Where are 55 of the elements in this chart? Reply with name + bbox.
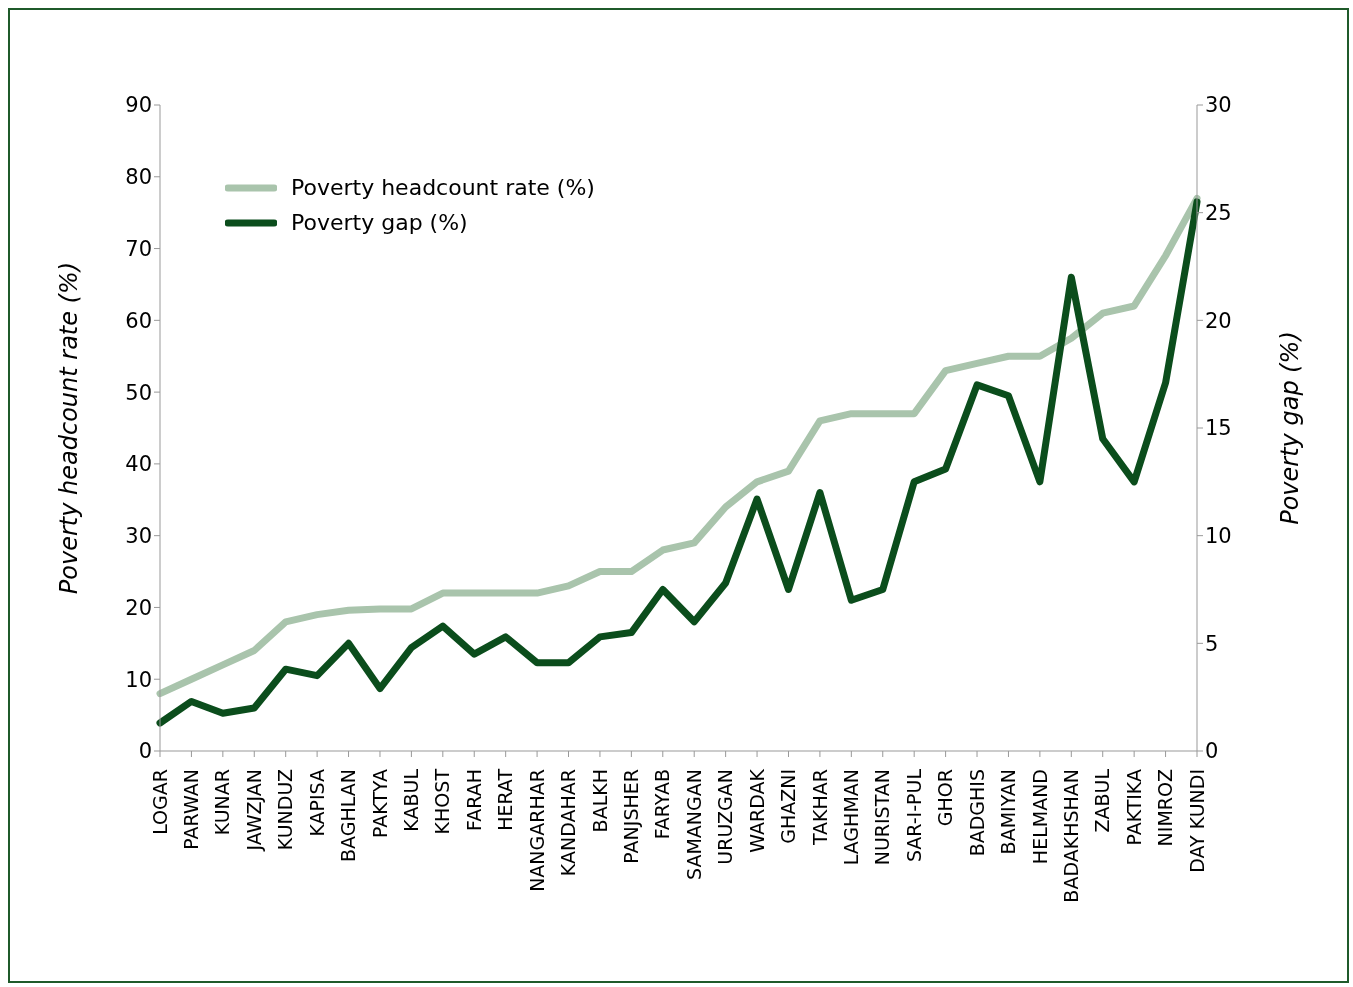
x-tick-label: PAKTYA: [368, 769, 391, 838]
y-tick-label: 0: [138, 739, 152, 764]
y-tick-label: 60: [125, 308, 152, 333]
x-tick-label: NIMROZ: [1154, 769, 1177, 847]
y2-tick-label: 20: [1205, 308, 1232, 333]
x-tick-label: KANDAHAR: [557, 769, 580, 877]
y-tick-label: 30: [125, 524, 152, 549]
x-tick-label: TAKHAR: [808, 769, 831, 847]
x-tick-label: PAKTIKA: [1122, 769, 1145, 846]
x-tick-label: JAWZJAN: [242, 769, 265, 852]
x-tick-label: GHAZNI: [777, 769, 800, 844]
x-tick-label: BAMIYAN: [997, 769, 1020, 855]
x-tick-label: BAGHLAN: [337, 769, 360, 862]
x-tick-label: NURISTAN: [871, 769, 894, 866]
y2-tick-label: 5: [1205, 631, 1219, 656]
y-tick-label: 90: [125, 93, 152, 118]
y2-tick-label: 0: [1205, 739, 1219, 764]
x-tick-label: HERAT: [494, 768, 517, 831]
x-tick-label: PANJSHER: [620, 769, 643, 864]
y-tick-label: 50: [125, 380, 152, 405]
x-tick-label: GHOR: [934, 769, 957, 827]
y2-axis-title: Poverty gap (%): [1275, 331, 1304, 525]
x-tick-label: BADAKHSHAN: [1059, 769, 1082, 903]
y-tick-label: 70: [125, 237, 152, 262]
y2-tick-label: 10: [1205, 524, 1232, 549]
x-tick-label: HELMAND: [1028, 769, 1051, 865]
y-tick-label: 80: [125, 165, 152, 190]
y2-tick-label: 15: [1205, 416, 1232, 441]
x-tick-label: PARWAN: [180, 769, 203, 850]
x-tick-label: BADGHIS: [965, 769, 988, 857]
x-tick-label: KUNAR: [211, 769, 234, 836]
y2-tick-label: 25: [1205, 201, 1232, 226]
legend-label: Poverty headcount rate (%): [291, 175, 595, 200]
y-tick-label: 40: [125, 452, 152, 477]
x-tick-label: LAGHMAN: [839, 769, 862, 866]
x-tick-label: ZABUL: [1091, 768, 1114, 833]
x-tick-label: KAPISA: [305, 769, 328, 837]
x-tick-label: SAR-I-PUL: [902, 768, 925, 863]
y-axis-title: Poverty headcount rate (%): [54, 261, 83, 595]
x-tick-label: FARAH: [462, 769, 485, 831]
legend-label: Poverty gap (%): [291, 210, 468, 235]
x-tick-label: FARYAB: [651, 769, 674, 840]
x-tick-label: NANGARHAR: [525, 769, 548, 892]
x-tick-label: KUNDUZ: [274, 769, 297, 851]
y2-tick-label: 30: [1205, 93, 1232, 118]
x-tick-label: LOGAR: [148, 769, 171, 835]
y-tick-label: 20: [125, 595, 152, 620]
x-tick-label: KABUL: [400, 768, 423, 832]
x-tick-label: URUZGAN: [714, 769, 737, 865]
x-tick-label: DAY KUNDI: [1185, 769, 1208, 873]
y-tick-label: 10: [125, 667, 152, 692]
x-tick-label: KHOST: [431, 768, 454, 835]
x-tick-label: SAMANGAN: [682, 769, 705, 880]
x-tick-label: WARDAK: [745, 768, 768, 853]
x-tick-label: BALKH: [588, 769, 611, 833]
